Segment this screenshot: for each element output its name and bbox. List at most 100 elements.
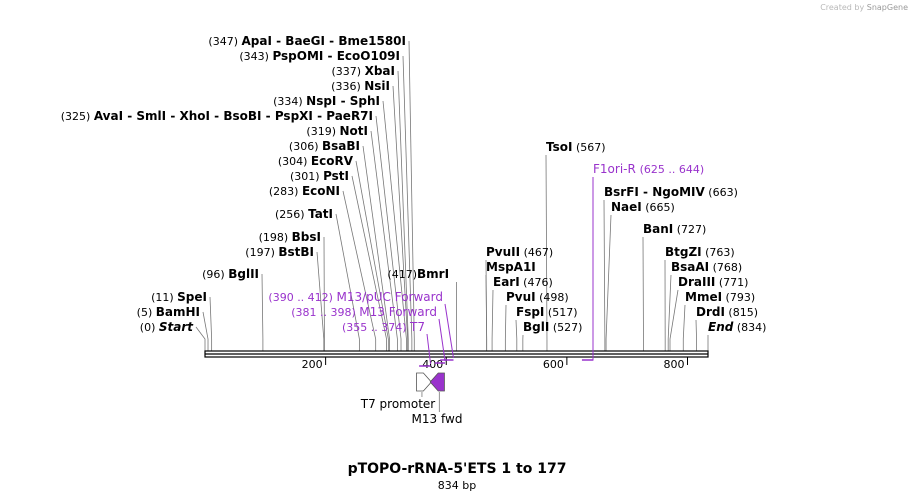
enzyme-name-avai: AvaI: [94, 109, 123, 123]
enzyme-name-ecorv: EcoRV: [311, 154, 354, 168]
enzyme-site-avai-separator: -: [262, 109, 275, 123]
enzyme-site-eari-position: (476): [520, 276, 553, 289]
enzyme-site-bsaai-line: [667, 274, 672, 351]
enzyme-site-avai-separator: -: [313, 109, 326, 123]
enzyme-site-eari: EarI (476): [493, 275, 553, 289]
dna-backbone: [204, 350, 709, 358]
enzyme-name-ecoo109i: EcoO109I: [337, 49, 400, 63]
enzyme-name-btgzi: BtgZI: [665, 245, 702, 259]
enzyme-name-bstbi: BstBI: [278, 245, 314, 259]
enzyme-site-bani-position: (727): [673, 223, 706, 236]
primer-m13-forward-line: [438, 318, 446, 362]
enzyme-name-end: End: [708, 320, 734, 334]
enzyme-site-pspomi: (343) PspOMI - EcoO109I: [239, 49, 400, 63]
primer-m13-puc-forward-name: M13/pUC Forward: [336, 290, 443, 304]
enzyme-name-nsii: NsiI: [364, 79, 390, 93]
enzyme-site-nsii-position: (336): [331, 80, 364, 93]
enzyme-name-bbsi: BbsI: [292, 230, 321, 244]
enzyme-site-bsaai: BsaAI (768): [671, 260, 742, 274]
enzyme-site-tsoi-position: (567): [572, 141, 605, 154]
enzyme-site-bamhi-position: (5): [137, 306, 156, 319]
enzyme-site-fspi-position: (517): [544, 306, 577, 319]
enzyme-site-bsrfi-separator: -: [639, 185, 652, 199]
enzyme-site-btgzi-position: (763): [702, 246, 735, 259]
enzyme-site-bsabi-position: (306): [289, 140, 322, 153]
enzyme-name-pspxi: PspXI: [275, 109, 313, 123]
enzyme-site-apai-position: (347): [208, 35, 241, 48]
enzyme-site-apai-separator: -: [272, 34, 285, 48]
enzyme-name-naei: NaeI: [611, 200, 642, 214]
enzyme-name-nspi: NspI: [306, 94, 336, 108]
primer-m13-puc-forward-range: (390 .. 412): [268, 291, 336, 304]
enzyme-site-nspi-position: (334): [273, 95, 306, 108]
credit-prefix: Created by: [820, 3, 865, 12]
enzyme-site-tsoi: TsoI (567): [546, 140, 606, 154]
enzyme-site-eari-line: [491, 289, 494, 351]
enzyme-name-bani: BanI: [643, 222, 673, 236]
enzyme-site-psti: (301) PstI: [290, 169, 349, 183]
enzyme-site-pspomi-position: (343): [239, 50, 272, 63]
enzyme-name-xbai: XbaI: [365, 64, 395, 78]
enzyme-name-pvui: PvuI: [506, 290, 536, 304]
enzyme-site-draiii: DraIII (771): [678, 275, 748, 289]
enzyme-name-bsobi: BsoBI: [223, 109, 261, 123]
enzyme-site-psti-position: (301): [290, 170, 323, 183]
enzyme-site-mmei-position: (793): [722, 291, 755, 304]
enzyme-name-draiii: DraIII: [678, 275, 715, 289]
snapgene-credit: Created by SnapGene: [820, 3, 908, 12]
enzyme-site-bmri-position: (417): [387, 268, 417, 281]
enzyme-site-bmri: (417): [387, 268, 417, 281]
primer-annotations: (390 .. 412) M13/pUC Forward(381 .. 398)…: [268, 162, 704, 367]
enzyme-site-bsabi: (306) BsaBI: [289, 139, 360, 153]
enzyme-site-bstbi-position: (197): [245, 246, 278, 259]
primer-t7: (355 .. 374) T7: [342, 320, 425, 334]
enzyme-site-naei: NaeI (665): [611, 200, 675, 214]
enzyme-site-start-line: [195, 326, 206, 351]
primer-f1ori-r: F1ori-R (625 .. 644): [593, 162, 704, 176]
enzyme-site-draiii-line: [669, 289, 679, 351]
enzyme-name-pvuii: PvuII: [486, 245, 520, 259]
enzyme-site-tati: (256) TatI: [275, 207, 333, 221]
enzyme-name-baegi: BaeGI: [285, 34, 325, 48]
enzyme-site-econi-position: (283): [269, 185, 302, 198]
enzyme-site-pvui-position: (498): [536, 291, 569, 304]
enzyme-site-mmei-line: [682, 304, 686, 351]
enzyme-site-pvuii: PvuII (467): [486, 245, 553, 259]
enzyme-site-xbai: (337) XbaI: [332, 64, 395, 78]
enzyme-site-econi-line: [342, 190, 377, 351]
enzyme-site-psti-line: [351, 175, 387, 351]
primer-f1ori-r-name: F1ori-R: [593, 162, 640, 176]
enzyme-site-pvuii-position: (467): [520, 246, 553, 259]
enzyme-name-smli: SmlI: [136, 109, 166, 123]
enzyme-name-bamhi: BamHI: [156, 305, 200, 319]
enzyme-name-spei: SpeI: [177, 290, 207, 304]
enzyme-site-avai-separator: -: [166, 109, 179, 123]
enzyme-name-paer7i: PaeR7I: [326, 109, 373, 123]
enzyme-site-mspa1i: MspA1I: [486, 260, 536, 274]
enzyme-site-bsabi-line: [362, 145, 390, 351]
enzyme-site-bamhi: (5) BamHI: [137, 305, 200, 319]
enzyme-site-avai: (325) AvaI - SmlI - XhoI - BsoBI - PspXI…: [61, 109, 373, 123]
enzyme-site-nsii: (336) NsiI: [331, 79, 390, 93]
enzyme-name-bgli: BglI: [523, 320, 549, 334]
enzyme-site-noti-position: (319): [306, 125, 339, 138]
enzyme-name-ngomiv: NgoMIV: [652, 185, 705, 199]
enzyme-site-fspi: FspI (517): [516, 305, 577, 319]
enzyme-site-tati-position: (256): [275, 208, 308, 221]
tick-label-400: 400: [422, 358, 443, 371]
enzyme-site-avai-separator: -: [123, 109, 136, 123]
enzyme-name-xhoi: XhoI: [179, 109, 210, 123]
enzyme-site-bstbi-line: [316, 251, 325, 351]
enzyme-site-bsaai-position: (768): [709, 261, 742, 274]
enzyme-name-bsaai: BsaAI: [671, 260, 709, 274]
feature-m13-fwd-arrow: [429, 372, 445, 392]
enzyme-site-spei-line: [209, 296, 213, 351]
enzyme-site-pvui: PvuI (498): [506, 290, 569, 304]
enzyme-name-fspi: FspI: [516, 305, 544, 319]
enzyme-name-tati: TatI: [308, 207, 333, 221]
enzyme-site-start-position: (0): [140, 321, 159, 334]
enzyme-site-econi: (283) EcoNI: [269, 184, 340, 198]
enzyme-site-noti: (319) NotI: [306, 124, 368, 138]
enzyme-name-bme1580i: Bme1580I: [338, 34, 406, 48]
